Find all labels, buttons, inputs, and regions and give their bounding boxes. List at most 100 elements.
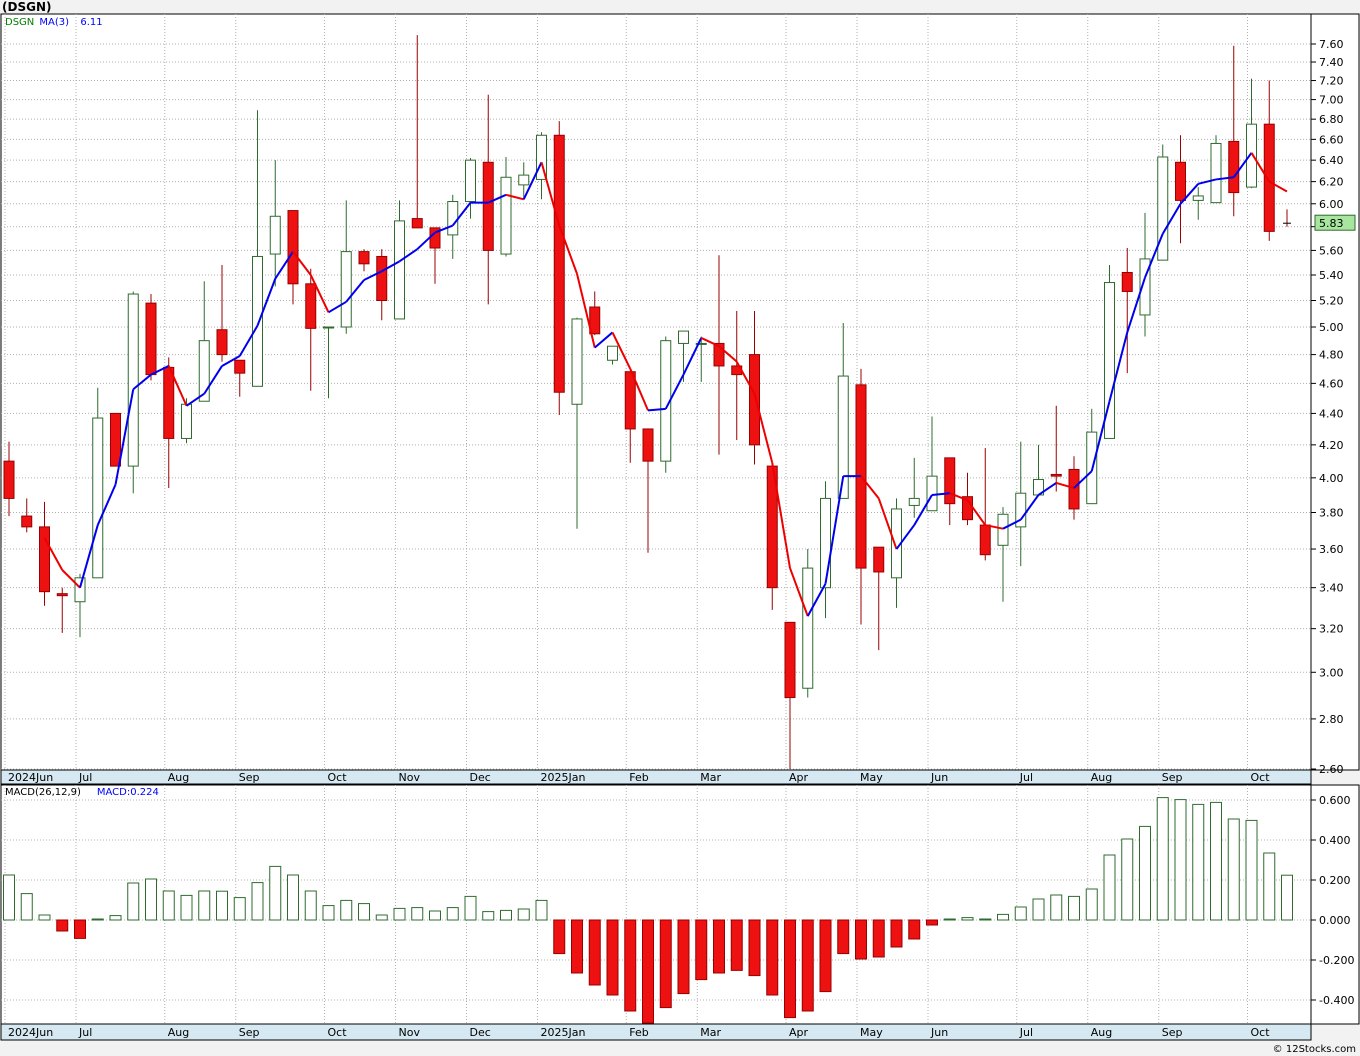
price-panel: 2024Jun Jul Aug Sep Oct Nov Dec 2025Jan Feb Mar Ap… — [0, 13, 1360, 785]
macd-bar — [482, 911, 495, 921]
candle-body — [482, 161, 494, 251]
price-y-tick-label: 6.80 — [1319, 113, 1344, 126]
ma3-line-segment — [1037, 482, 1057, 496]
candle-body — [411, 218, 423, 229]
candle-body — [39, 526, 50, 593]
price-x-tick-label: Feb — [629, 771, 648, 784]
macd-x-tick-label: Oct — [1251, 1026, 1271, 1039]
candle-body — [447, 201, 459, 236]
ma3-line-segment — [381, 260, 400, 273]
candle-body — [252, 255, 263, 387]
price-y-tick-label: 3.80 — [1319, 507, 1344, 520]
ma3-line-segment — [806, 583, 827, 617]
macd-x-tick-label: Sep — [1162, 1026, 1183, 1039]
price-y-tick-label: 4.00 — [1319, 472, 1344, 485]
price-y-tick-label: 4.60 — [1319, 377, 1344, 390]
macd-x-tick-label: Oct — [328, 1026, 348, 1039]
candle-body — [234, 359, 246, 374]
ma3-line-segment — [416, 231, 436, 250]
candle-body — [1050, 473, 1062, 477]
macd-bar — [1245, 819, 1258, 921]
ma3-line-segment — [309, 274, 330, 313]
price-y-tick-label: 7.40 — [1319, 56, 1344, 69]
macd-bar — [624, 919, 637, 1012]
candle-body — [553, 134, 565, 393]
ma3-line-segment — [522, 161, 543, 200]
price-y-tick-label: 3.60 — [1319, 543, 1344, 556]
ma3-line-segment — [434, 224, 454, 234]
macd-bar — [1050, 894, 1063, 921]
price-axis-area — [1310, 13, 1360, 771]
ma3-line-segment — [576, 273, 596, 348]
candle-body — [1068, 468, 1080, 510]
macd-x-tick-label: 2024Jun — [8, 1026, 53, 1039]
candle-body — [1228, 140, 1240, 194]
macd-bar — [979, 918, 992, 921]
candle-body — [358, 251, 370, 265]
candle-body — [92, 417, 104, 579]
price-y-tick-label: 4.20 — [1319, 439, 1344, 452]
macd-bar — [535, 899, 548, 921]
macd-bar — [1263, 852, 1276, 921]
candle-body — [323, 326, 334, 329]
macd-bar — [3, 874, 15, 921]
price-x-tick-label: Sep — [239, 771, 260, 784]
macd-bar — [677, 919, 690, 995]
ma3-line-segment — [594, 331, 614, 349]
price-x-tick-label: Sep — [1162, 771, 1183, 784]
ma3-line-segment — [718, 345, 738, 363]
price-x-tick-label: May — [860, 771, 883, 784]
price-x-tick-label: Mar — [700, 771, 721, 784]
macd-legend-text: MACD:0.224 — [97, 787, 159, 798]
ma3-line-segment — [1126, 277, 1146, 333]
last-price-label: 5.83 — [1319, 217, 1344, 230]
price-x-tick-label: 2025Jan — [541, 771, 586, 784]
macd-bar — [1103, 854, 1116, 921]
macd-x-tick-label: Jul — [78, 1026, 92, 1039]
ma3-line-segment — [185, 392, 205, 407]
ma3-line-segment — [985, 524, 1004, 530]
macd-x-tick-label: May — [860, 1026, 883, 1039]
candle-body — [269, 215, 281, 255]
macd-bar — [837, 919, 850, 955]
candle-body — [1139, 258, 1151, 316]
macd-bar — [358, 903, 370, 921]
ma3-line-segment — [398, 248, 418, 263]
price-y-tick-label: 5.00 — [1319, 321, 1344, 334]
macd-legend-text: MACD(26,12,9) — [5, 787, 81, 798]
macd-x-tick-label: Apr — [789, 1026, 809, 1039]
macd-bar — [997, 913, 1009, 921]
macd-bar — [659, 919, 672, 1009]
candle-body — [926, 475, 938, 512]
ma3-line-segment — [1179, 183, 1199, 205]
price-y-tick-label: 5.60 — [1319, 244, 1344, 257]
ma3-line-segment — [238, 325, 259, 357]
ma3-line-segment — [167, 365, 188, 407]
ma3-line-segment — [256, 278, 277, 327]
price-y-tick-label: 6.20 — [1319, 176, 1344, 189]
macd-bar — [216, 890, 228, 921]
macd-bar — [713, 919, 725, 974]
macd-bar — [606, 919, 619, 996]
macd-y-tick-label: 0.600 — [1319, 794, 1351, 807]
candle-body — [340, 251, 352, 328]
macd-bar — [446, 907, 459, 921]
macd-bar — [819, 919, 832, 993]
price-y-tick-label: 2.60 — [1319, 763, 1344, 776]
candle-body — [518, 174, 530, 186]
macd-bar — [588, 919, 601, 986]
macd-bar — [801, 919, 814, 1012]
ma3-line-segment — [1108, 332, 1129, 402]
candle-body — [944, 457, 956, 505]
ma3-line-segment — [292, 251, 312, 276]
macd-bar — [517, 908, 530, 921]
macd-bar — [251, 882, 264, 921]
ma3-line-segment — [132, 373, 152, 391]
macd-x-tick-label: Aug — [1091, 1026, 1112, 1039]
macd-bar — [340, 899, 353, 921]
ma3-line-segment — [1198, 178, 1217, 185]
macd-x-tick-label: 2025Jan — [541, 1026, 586, 1039]
macd-x-tick-label: Mar — [700, 1026, 721, 1039]
price-y-tick-label: 3.00 — [1319, 666, 1344, 679]
candle-body — [74, 577, 86, 603]
